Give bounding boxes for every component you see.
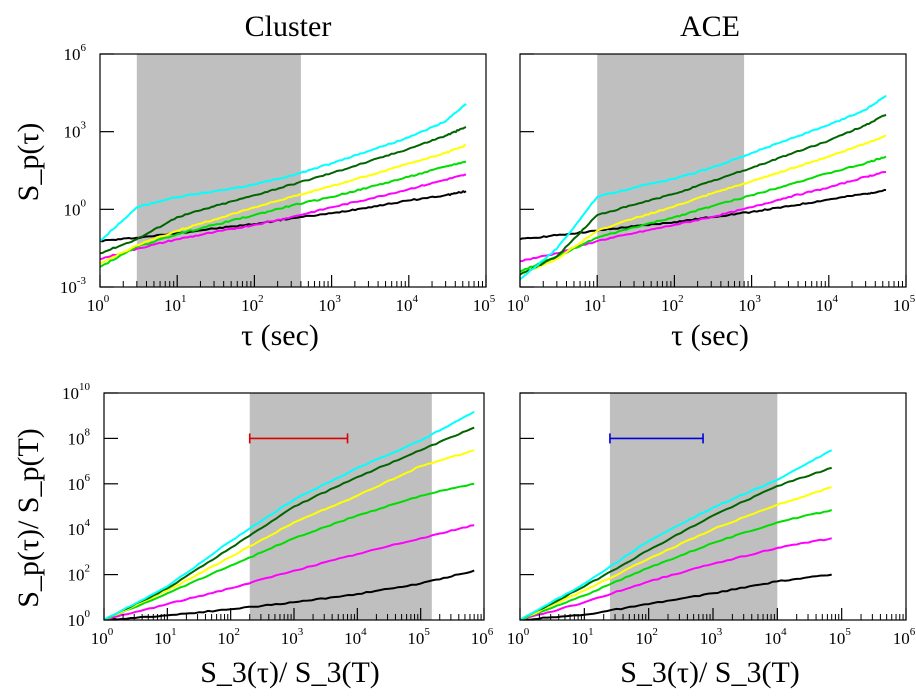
- panel-bottom-right: 100 101 102 103 104 105 106: [507, 392, 916, 648]
- x-tick-label: 102: [241, 293, 264, 315]
- x-tick-label: 101: [571, 626, 594, 648]
- xlabel-top-right: τ (sec): [671, 319, 749, 352]
- x-tick-label: 103: [318, 293, 341, 315]
- y-tick-label: 106: [68, 472, 91, 494]
- series-line: [520, 155, 887, 273]
- x-tick-label: 104: [344, 626, 367, 648]
- xlabel-top-left: τ (sec): [241, 319, 319, 352]
- y-axis-ticks: [520, 53, 534, 288]
- ylabel-top-left: S_p(τ): [12, 123, 45, 202]
- shaded-region: [609, 393, 778, 620]
- series-line: [520, 113, 887, 276]
- series-line: [520, 449, 833, 620]
- series-line: [100, 173, 467, 261]
- y-tick-label: 106: [64, 42, 87, 64]
- series-line: [520, 486, 832, 620]
- panel-bottom-left: 100 101 102 103 104 105 106 100 102 104 106 108 1010: [62, 381, 494, 648]
- y-tick-label: 102: [68, 563, 91, 585]
- series-line: [100, 144, 467, 265]
- error-bar: [248, 433, 349, 444]
- y-axis-ticks: 10-3 100 103 106: [60, 42, 114, 297]
- x-tick-label: 100: [507, 626, 530, 648]
- series-line: [520, 134, 887, 276]
- x-axis-ticks: 100 101 102 103 104 105 106: [507, 608, 916, 648]
- shaded-region: [597, 54, 745, 287]
- x-tick-label: 103: [738, 293, 761, 315]
- series-line: [104, 426, 475, 620]
- x-tick-label: 100: [507, 293, 530, 315]
- series-line: [104, 449, 475, 620]
- series-line: [520, 466, 832, 620]
- series-line: [520, 537, 832, 620]
- x-tick-label: 104: [764, 626, 787, 648]
- x-tick-label: 102: [635, 626, 658, 648]
- series-line: [100, 126, 467, 255]
- y-tick-label: 108: [68, 426, 91, 448]
- y-tick-label: 1010: [62, 381, 91, 403]
- x-tick-label: 102: [217, 626, 240, 648]
- x-tick-label: 105: [407, 626, 430, 648]
- series-line: [104, 482, 475, 620]
- error-bar: [609, 433, 704, 444]
- y-axis-ticks: 100 102 104 106 108 1010: [62, 381, 118, 630]
- x-tick-label: 105: [893, 293, 916, 315]
- series-line: [520, 509, 833, 620]
- shaded-region: [249, 393, 432, 620]
- y-tick-label: 103: [64, 120, 87, 142]
- series-line: [104, 410, 475, 620]
- x-tick-label: 101: [584, 293, 607, 315]
- x-tick-label: 103: [281, 626, 304, 648]
- y-axis-ticks: [520, 392, 534, 621]
- x-tick-label: 101: [164, 293, 187, 315]
- col-title-ace: ACE: [680, 10, 740, 43]
- plot-frame: [99, 53, 487, 288]
- x-tick-label: 103: [700, 626, 723, 648]
- x-tick-label: 101: [154, 626, 177, 648]
- x-tick-label: 106: [471, 626, 494, 648]
- xlabel-bottom-right: S_3(τ)/ S_3(T): [620, 656, 800, 689]
- x-axis-ticks: 100 101 102 103 104 105: [507, 275, 916, 315]
- x-tick-label: 105: [473, 293, 496, 315]
- x-tick-label: 100: [87, 293, 110, 315]
- y-tick-label: 100: [68, 608, 91, 630]
- shaded-region: [136, 54, 301, 287]
- x-tick-label: 102: [661, 293, 684, 315]
- series-line: [520, 94, 887, 281]
- y-tick-label: 100: [64, 197, 87, 219]
- x-tick-label: 105: [828, 626, 851, 648]
- series-line: [100, 160, 467, 268]
- panel-top-right: 100 101 102 103 104 105: [507, 53, 916, 315]
- xlabel-bottom-left: S_3(τ)/ S_3(T): [200, 656, 380, 689]
- series-line: [100, 103, 467, 242]
- y-tick-label: 104: [68, 517, 91, 539]
- x-tick-label: 104: [816, 293, 839, 315]
- col-title-cluster: Cluster: [245, 10, 332, 43]
- y-tick-label: 10-3: [60, 275, 87, 297]
- ylabel-bottom-left: S_p(τ)/ S_p(T): [12, 428, 45, 608]
- series-line: [104, 524, 475, 620]
- x-tick-label: 100: [91, 626, 114, 648]
- plot-frame: [519, 53, 907, 288]
- x-tick-label: 104: [396, 293, 419, 315]
- series-line: [520, 573, 832, 620]
- x-tick-label: 106: [893, 626, 916, 648]
